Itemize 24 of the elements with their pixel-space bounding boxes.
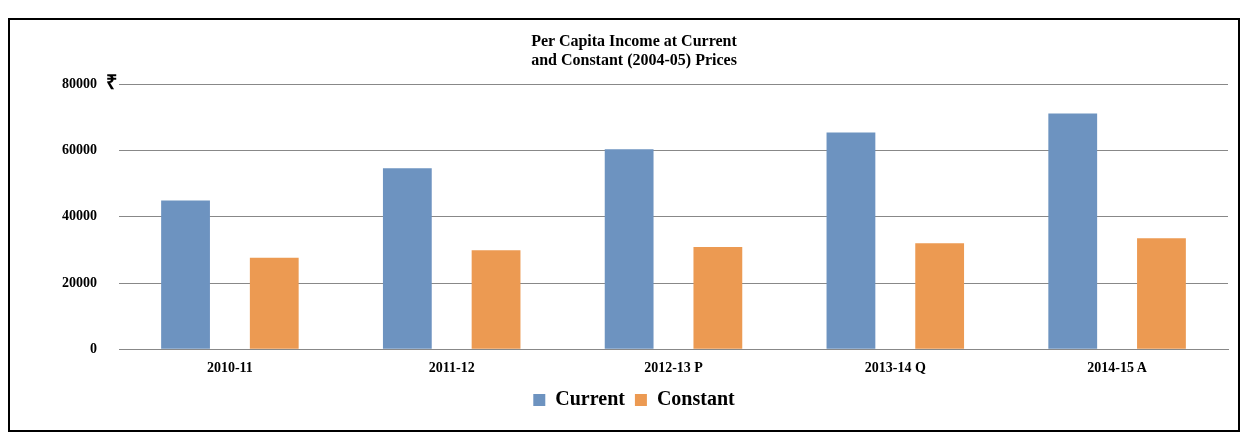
chart-title: Per Capita Income at Current and Constant (2004-05) Prices: [531, 31, 738, 69]
x-tick-label: 2013-14 Q: [864, 360, 926, 376]
y-tick-label: 20000: [62, 274, 97, 290]
bar: [604, 149, 654, 349]
y-axis-title: ₹: [106, 70, 117, 95]
legend-label: Current: [555, 387, 626, 410]
x-tick-label: 2011-12: [428, 360, 475, 376]
x-tick-label: 2010-11: [206, 360, 253, 376]
bar: [693, 246, 743, 349]
x-tick-label: 2014-15 A: [1087, 360, 1148, 376]
bar: [1137, 238, 1186, 349]
bar: [249, 257, 299, 349]
bar: [382, 168, 432, 349]
legend-label: Constant: [656, 387, 736, 410]
bar: [161, 200, 210, 349]
bar: [826, 132, 876, 349]
x-tick-label: 2012-13 P: [644, 360, 704, 376]
y-tick-label: 0: [90, 340, 97, 356]
y-tick-label: 40000: [62, 208, 97, 224]
bar: [1048, 113, 1098, 349]
y-tick-label: 80000: [62, 76, 97, 92]
bar: [915, 243, 965, 349]
bar: [471, 250, 521, 349]
y-tick-label: 60000: [62, 142, 97, 158]
